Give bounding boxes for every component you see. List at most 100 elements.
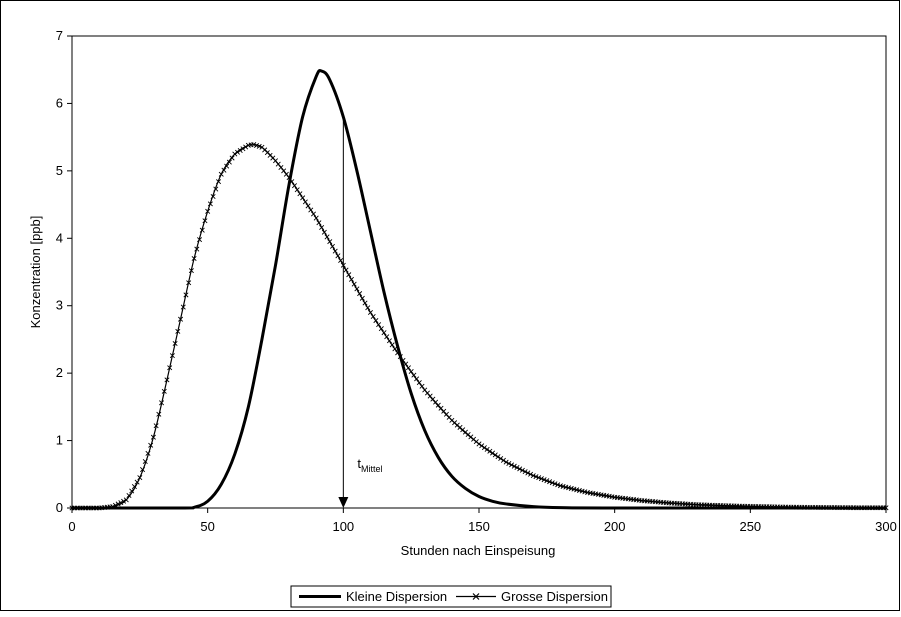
x-marker bbox=[476, 441, 482, 447]
x-marker bbox=[549, 480, 555, 486]
x-tick-label: 50 bbox=[200, 519, 214, 534]
x-marker bbox=[487, 448, 493, 454]
x-marker bbox=[164, 377, 170, 383]
x-marker bbox=[194, 246, 200, 252]
annotation-arrowhead bbox=[338, 497, 349, 508]
x-marker bbox=[324, 234, 330, 240]
x-marker bbox=[319, 224, 325, 231]
x-marker bbox=[207, 201, 213, 207]
x-marker bbox=[392, 346, 398, 352]
x-marker bbox=[316, 220, 322, 226]
x-marker bbox=[329, 243, 335, 249]
x-marker bbox=[118, 500, 124, 506]
x-marker bbox=[416, 380, 422, 386]
x-marker bbox=[389, 342, 395, 348]
x-marker bbox=[213, 186, 219, 192]
y-axis-title: Konzentration [ppb] bbox=[28, 216, 43, 329]
x-marker bbox=[484, 446, 490, 452]
x-marker bbox=[338, 258, 344, 264]
annotation-label: tMittel bbox=[357, 456, 382, 474]
x-marker bbox=[359, 295, 365, 301]
legend-label-kleine-dispersion: Kleine Dispersion bbox=[346, 589, 447, 604]
series-markers-grosse-dispersion bbox=[69, 142, 889, 511]
x-marker bbox=[253, 142, 260, 148]
legend: Kleine Dispersion Grosse Dispersion bbox=[290, 585, 612, 608]
x-marker bbox=[365, 305, 371, 311]
x-marker bbox=[237, 147, 243, 154]
y-tick-label: 3 bbox=[56, 298, 63, 313]
x-marker bbox=[498, 455, 504, 462]
x-marker bbox=[180, 304, 186, 310]
y-tick-label: 2 bbox=[56, 365, 63, 380]
plot-area: 0 1 2 3 4 5 6 7 0 50 100 150 200 250 300 tMittel bbox=[56, 28, 897, 534]
x-marker bbox=[538, 476, 544, 482]
x-marker bbox=[169, 353, 175, 359]
x-marker bbox=[291, 183, 298, 189]
x-marker bbox=[210, 193, 216, 199]
x-marker bbox=[153, 423, 159, 429]
x-tick-label: 300 bbox=[875, 519, 897, 534]
x-marker bbox=[528, 471, 534, 477]
x-marker bbox=[131, 484, 137, 490]
x-marker bbox=[381, 330, 387, 336]
x-marker bbox=[522, 469, 528, 475]
y-tick-label: 5 bbox=[56, 163, 63, 178]
x-marker bbox=[332, 248, 338, 254]
x-marker bbox=[552, 481, 558, 487]
x-marker bbox=[229, 155, 235, 161]
x-marker bbox=[218, 171, 224, 177]
y-tick-label: 4 bbox=[56, 230, 63, 245]
x-marker bbox=[351, 281, 357, 287]
x-marker bbox=[544, 478, 550, 484]
x-marker bbox=[408, 368, 414, 374]
x-marker bbox=[142, 458, 148, 464]
x-marker bbox=[121, 498, 127, 504]
x-marker bbox=[256, 143, 262, 149]
x-marker bbox=[479, 443, 485, 449]
legend-box bbox=[290, 585, 612, 608]
x-marker bbox=[197, 237, 203, 243]
x-marker bbox=[397, 354, 403, 360]
x-marker bbox=[272, 158, 279, 164]
annotation-label-main: t bbox=[357, 456, 361, 471]
x-marker bbox=[112, 502, 118, 508]
x-marker bbox=[536, 475, 542, 481]
legend-label-grosse-dispersion: Grosse Dispersion bbox=[501, 589, 608, 604]
x-tick-label: 0 bbox=[68, 519, 75, 534]
x-marker bbox=[419, 383, 425, 389]
x-marker bbox=[354, 286, 360, 292]
series-line-kleine-dispersion bbox=[72, 69, 886, 510]
x-marker bbox=[533, 474, 539, 480]
x-marker bbox=[514, 465, 520, 471]
annotation-label-subscript: Mittel bbox=[361, 464, 383, 474]
x-marker bbox=[492, 452, 498, 458]
x-tick-label: 250 bbox=[739, 519, 761, 534]
x-marker bbox=[555, 482, 561, 488]
y-tick-label: 0 bbox=[56, 500, 63, 515]
x-marker bbox=[490, 450, 496, 456]
x-marker bbox=[126, 492, 132, 498]
x-marker bbox=[362, 300, 368, 306]
x-marker bbox=[509, 462, 515, 468]
x-marker bbox=[178, 316, 184, 322]
x-marker bbox=[297, 191, 303, 197]
x-tick-label: 100 bbox=[332, 519, 354, 534]
x-marker bbox=[115, 501, 121, 507]
x-marker bbox=[123, 497, 129, 503]
x-marker bbox=[278, 164, 284, 171]
x-marker bbox=[167, 365, 173, 371]
x-marker bbox=[275, 161, 281, 167]
x-marker bbox=[506, 460, 512, 467]
x-marker bbox=[386, 338, 392, 344]
x-marker bbox=[500, 457, 506, 463]
x-marker bbox=[191, 255, 197, 262]
x-marker bbox=[156, 411, 162, 417]
x-marker bbox=[183, 292, 189, 298]
x-marker bbox=[541, 477, 547, 483]
x-marker bbox=[313, 215, 319, 221]
x-marker bbox=[216, 179, 222, 185]
x-marker bbox=[148, 442, 154, 448]
x-marker bbox=[411, 372, 417, 378]
